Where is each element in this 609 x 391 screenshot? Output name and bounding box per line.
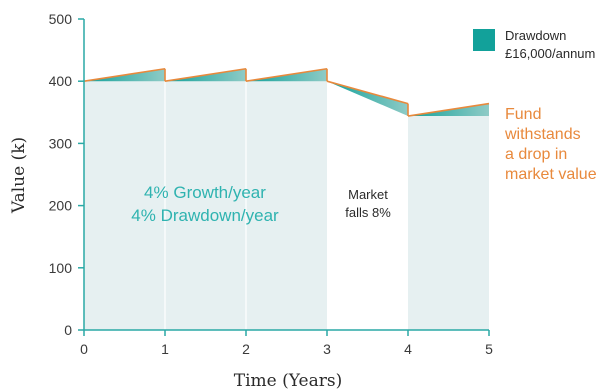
value-line	[83, 67, 166, 82]
fund-value-lines	[83, 67, 490, 117]
x-axis-ticks: 0 1 2 3 4 5	[80, 330, 493, 357]
value-line	[407, 102, 490, 117]
value-line	[326, 80, 409, 105]
fund-annotation-line4: market value	[505, 166, 597, 183]
x-axis-title: Time (Years)	[234, 371, 342, 391]
y-tick-label: 100	[49, 260, 73, 276]
y-tick-label: 300	[49, 135, 73, 151]
drawdown-rate-annotation: 4% Drawdown/year	[131, 206, 279, 225]
x-tick-label: 4	[404, 341, 412, 357]
x-tick-label: 2	[242, 341, 250, 357]
year-area	[408, 116, 489, 330]
year-area	[84, 81, 165, 330]
y-tick-label: 500	[49, 11, 73, 27]
x-tick-label: 3	[323, 341, 331, 357]
drawdown-wedge	[327, 81, 408, 117]
y-axis-title: Value (k)	[9, 137, 29, 214]
legend-swatch	[473, 29, 495, 51]
value-line	[245, 67, 328, 82]
year-area	[246, 81, 327, 330]
y-tick-label: 400	[49, 73, 73, 89]
y-axis-ticks: 0 100 200 300 400 500	[49, 11, 84, 338]
legend-label-line2: £16,000/annum	[505, 46, 595, 61]
x-tick-label: 5	[485, 341, 493, 357]
market-annotation-line2: falls 8%	[345, 205, 391, 220]
x-tick-label: 1	[161, 341, 169, 357]
fund-annotation-line2: withstands	[504, 126, 581, 143]
fund-value-areas	[84, 81, 489, 330]
year-area	[165, 81, 246, 330]
value-line	[164, 67, 247, 82]
growth-annotation: 4% Growth/year	[144, 183, 266, 202]
legend-label-line1: Drawdown	[505, 28, 566, 43]
fund-annotation-line3: a drop in	[505, 146, 567, 163]
y-tick-label: 0	[64, 322, 72, 338]
market-annotation-line1: Market	[348, 187, 388, 202]
fund-annotation-line1: Fund	[505, 106, 541, 123]
y-tick-label: 200	[49, 198, 73, 214]
x-tick-label: 0	[80, 341, 88, 357]
